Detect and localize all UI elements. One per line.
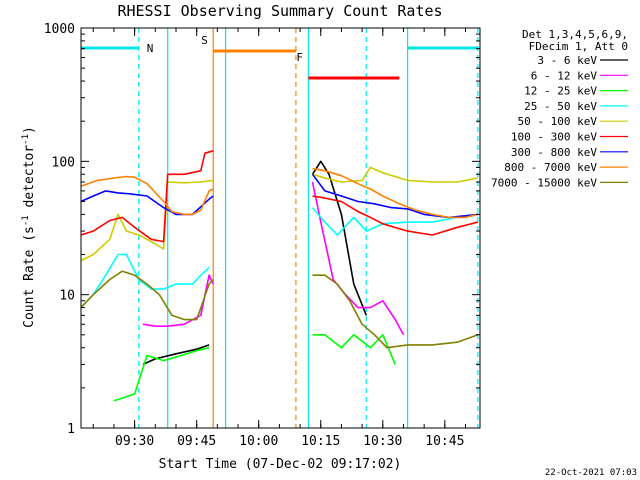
x-tick-label-1: 09:45	[177, 434, 216, 449]
y-label-part-3: -1	[21, 134, 31, 145]
legend-label-4: 50 - 100 keV	[518, 115, 598, 128]
y-axis-label: Count Rate (s-1 detector-1)	[21, 126, 37, 328]
axes: 09:30 09:45 10:00 10:15 10:30 10:45 1 10 100 1000	[44, 22, 481, 449]
flag-label-s: S	[201, 34, 208, 47]
x-axis-label: Start Time (07-Dec-02 09:17:02)	[159, 457, 402, 472]
plot-frame	[80, 27, 481, 429]
y-label-part-4: )	[22, 126, 37, 134]
legend-label-5: 100 - 300 keV	[511, 131, 597, 144]
legend-label-3: 25 - 50 keV	[524, 100, 597, 113]
y-label-part-2: detector	[22, 145, 37, 216]
y-tick-label-0: 1	[67, 422, 75, 437]
series-2	[113, 334, 396, 402]
y-tick-label-2: 100	[52, 155, 75, 170]
series-0	[142, 160, 368, 366]
flag-s: S	[201, 34, 296, 53]
chart-marks	[80, 150, 479, 402]
x-tick-label-5: 10:45	[425, 434, 464, 449]
timestamp: 22-Oct-2021 07:03	[545, 468, 637, 478]
flag-label-f: F	[296, 51, 303, 64]
series-line-1-0	[142, 274, 214, 327]
legend-label-7: 800 - 7000 keV	[504, 161, 597, 174]
series-line-6-0	[80, 190, 214, 216]
legend-header-0: Det 1,3,4,5,6,9,	[522, 28, 628, 41]
legend-label-1: 6 - 12 keV	[531, 69, 598, 82]
legend-header-1: FDecim 1, Att 0	[529, 40, 628, 53]
flag-label-n: N	[147, 42, 154, 55]
series-line-0-0	[142, 344, 210, 366]
y-tick-label-3: 1000	[44, 22, 75, 37]
series-line-4-0	[80, 179, 214, 262]
series-line-1-1	[311, 181, 405, 336]
x-tick-label-0: 09:30	[115, 434, 154, 449]
series-4	[80, 166, 479, 262]
series-line-7-0	[80, 175, 214, 216]
series-line-2-0	[113, 346, 210, 402]
series-line-8-0	[80, 270, 214, 321]
legend: Det 1,3,4,5,6,9,FDecim 1, Att 03 - 6 keV…	[491, 28, 628, 189]
legend-label-6: 300 - 800 keV	[511, 146, 597, 159]
x-tick-label-2: 10:00	[239, 434, 278, 449]
chart-title: RHESSI Observing Summary Count Rates	[117, 2, 442, 20]
flag-f: F	[296, 51, 400, 80]
series-line-3-1	[311, 207, 479, 236]
series-line-3-0	[80, 253, 210, 309]
x-tick-label-4: 10:30	[363, 434, 402, 449]
series-3	[80, 207, 479, 309]
series-8	[80, 270, 479, 349]
legend-label-8: 7000 - 15000 keV	[491, 176, 597, 189]
plot-area: N S F	[80, 28, 479, 428]
y-label-part-1: -1	[21, 215, 31, 226]
series-line-8-1	[312, 274, 479, 349]
series-line-7-1	[312, 167, 479, 219]
series-line-2-1	[312, 334, 396, 365]
series-line-4-1	[312, 166, 479, 183]
series-line-5-1	[312, 195, 479, 236]
series-1	[142, 181, 405, 336]
y-label-part-0: Count Rate (s	[22, 226, 37, 328]
y-tick-label-1: 10	[59, 289, 75, 304]
series-line-5-0	[80, 150, 214, 243]
flag-n: N	[80, 42, 478, 55]
series-7	[80, 167, 479, 219]
legend-label-0: 3 - 6 keV	[537, 54, 597, 67]
series-5	[80, 150, 479, 243]
x-tick-label-3: 10:15	[301, 434, 340, 449]
legend-label-2: 12 - 25 keV	[524, 85, 597, 98]
